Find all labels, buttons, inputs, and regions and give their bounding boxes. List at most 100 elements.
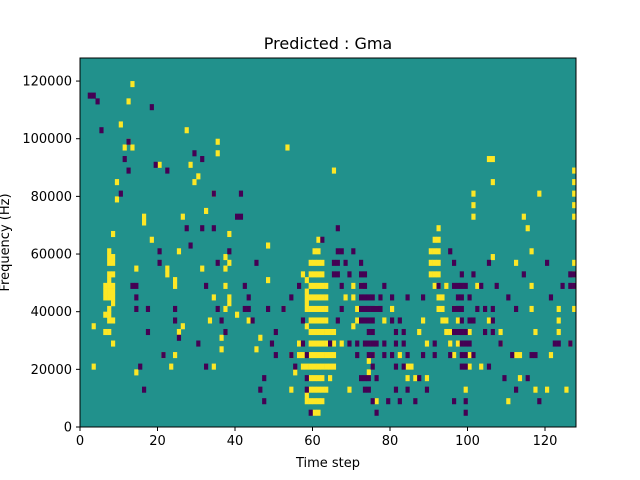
heatmap-cell-high xyxy=(111,317,116,324)
heatmap-cell-low xyxy=(366,386,371,393)
heatmap-cell-high xyxy=(413,375,418,382)
heatmap-cell-high xyxy=(436,259,441,266)
heatmap-cell-high xyxy=(107,294,112,301)
heatmap-cell-high xyxy=(564,386,569,393)
heatmap-cell-low xyxy=(463,282,468,289)
heatmap-cell-low xyxy=(514,305,519,312)
heatmap-cell-high xyxy=(467,363,472,370)
heatmap-cell-high xyxy=(176,328,182,336)
y-tick-label: 60000 xyxy=(31,248,72,263)
heatmap-cell-high xyxy=(428,259,433,266)
heatmap-cell-high xyxy=(331,328,337,336)
heatmap-cell-low xyxy=(370,363,375,370)
heatmap-cell-high xyxy=(207,317,213,324)
y-axis-label: Frequency (Hz) xyxy=(0,193,13,291)
heatmap-cell-low xyxy=(452,398,457,405)
heatmap-cell-low xyxy=(335,225,340,232)
heatmap-cell-high xyxy=(444,328,449,336)
heatmap-cell-low xyxy=(506,294,511,301)
heatmap-cell-low xyxy=(370,294,375,301)
heatmap-cell-low xyxy=(215,305,220,312)
heatmap-cell-low xyxy=(331,259,337,266)
heatmap-cell-high xyxy=(351,294,356,301)
heatmap-cell-high xyxy=(320,317,325,324)
heatmap-cell-high xyxy=(184,127,189,134)
heatmap-cell-low xyxy=(452,259,457,266)
heatmap-cell-low xyxy=(552,340,557,347)
heatmap-cell-high xyxy=(169,363,174,370)
y-axis-ticks: 0 20000 40000 60000 80000 100000 120000 xyxy=(22,75,80,436)
heatmap-cell-high xyxy=(111,230,116,238)
heatmap-cell-high xyxy=(289,386,294,393)
heatmap-cell-high xyxy=(440,294,445,301)
heatmap-cell-low xyxy=(405,352,410,359)
heatmap-cell-low xyxy=(393,363,399,370)
heatmap-cell-high xyxy=(316,363,321,370)
heatmap-cell-high xyxy=(525,225,530,232)
heatmap-cell-low xyxy=(405,294,410,301)
heatmap-cell-high xyxy=(347,386,352,393)
heatmap-cell-low xyxy=(452,282,457,289)
heatmap-cell-low xyxy=(475,305,480,312)
heatmap-cell-low xyxy=(366,328,371,336)
heatmap-cell-high xyxy=(308,317,313,324)
heatmap-cell-high xyxy=(355,305,360,312)
heatmap-cell-low xyxy=(436,282,441,289)
heatmap-cell-low xyxy=(471,352,476,359)
heatmap-cell-low xyxy=(421,294,426,301)
y-tick-label: 0 xyxy=(64,421,72,436)
heatmap-cell-low xyxy=(359,282,364,289)
heatmap-cell-low xyxy=(370,352,375,359)
heatmap-cell-low xyxy=(246,294,251,301)
heatmap-cell-low xyxy=(362,317,368,324)
heatmap-cell-low xyxy=(366,305,371,312)
heatmap-cell-high xyxy=(188,161,193,168)
heatmap-cell-high xyxy=(320,386,325,393)
heatmap-cell-low xyxy=(366,375,371,382)
heatmap-cell-high xyxy=(308,375,313,382)
heatmap-cell-high xyxy=(107,271,112,278)
heatmap-cell-low xyxy=(471,317,476,324)
heatmap-cell-low xyxy=(382,282,387,289)
heatmap-background xyxy=(80,58,576,427)
heatmap-cell-high xyxy=(111,294,116,301)
heatmap-cell-high xyxy=(409,363,414,370)
heatmap-cell-high xyxy=(316,305,321,312)
heatmap-cell-low xyxy=(459,305,464,312)
y-tick-label: 100000 xyxy=(22,132,72,147)
heatmap-cell-high xyxy=(498,328,503,336)
heatmap-cell-high xyxy=(324,386,329,393)
heatmap-cell-high xyxy=(320,294,325,301)
heatmap-cells xyxy=(80,58,577,427)
heatmap-cell-low xyxy=(483,305,488,312)
heatmap-cell-low xyxy=(459,328,464,336)
heatmap-cell-low xyxy=(362,294,368,301)
heatmap-cell-low xyxy=(347,340,352,347)
heatmap-cell-low xyxy=(374,409,379,416)
heatmap-cell-low xyxy=(304,352,309,359)
heatmap-cell-high xyxy=(316,409,321,416)
heatmap-cell-high xyxy=(572,259,577,266)
heatmap-cell-high xyxy=(312,328,317,336)
heatmap-cell-low xyxy=(502,375,507,382)
y-tick-label: 40000 xyxy=(31,305,72,320)
heatmap-cell-high xyxy=(351,323,356,330)
heatmap-cell-high xyxy=(463,386,468,393)
heatmap-cell-high xyxy=(312,305,317,312)
heatmap-cell-high xyxy=(533,328,538,336)
heatmap-cell-high xyxy=(111,300,116,307)
heatmap-cell-high xyxy=(471,202,476,209)
heatmap-cell-low xyxy=(393,386,399,393)
heatmap-cell-high xyxy=(235,311,240,318)
chart-title: Predicted : Gma xyxy=(264,34,392,53)
heatmap-cell-high xyxy=(312,248,317,255)
heatmap-cell-low xyxy=(142,386,147,393)
heatmap-cell-low xyxy=(304,375,309,382)
heatmap-cell-low xyxy=(258,386,263,393)
heatmap-cell-high xyxy=(91,323,96,330)
heatmap-cell-high xyxy=(103,282,108,289)
heatmap-cell-high xyxy=(107,328,112,336)
heatmap-cell-low xyxy=(455,305,461,312)
heatmap-cell-high xyxy=(328,352,333,359)
heatmap-cell-low xyxy=(572,282,577,289)
